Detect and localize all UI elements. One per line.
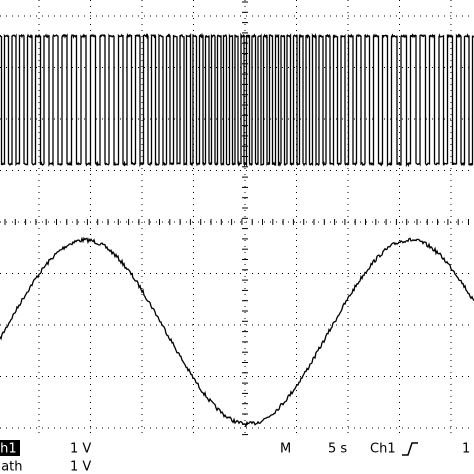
trigger-source: Ch1	[370, 442, 396, 457]
channel-label: Ch1	[0, 442, 17, 457]
pulse-trace	[0, 32, 474, 168]
trigger-level: 1	[462, 442, 470, 457]
trigger-slope-icon	[402, 442, 418, 456]
timebase: 5 s	[328, 442, 347, 457]
channel-badge	[0, 440, 20, 456]
sine-trace	[0, 236, 474, 428]
math-scale: 1 V	[70, 460, 91, 474]
math-label: Math	[0, 460, 23, 474]
channel-scale: 1 V	[70, 442, 91, 457]
mode-label: M	[280, 442, 291, 457]
